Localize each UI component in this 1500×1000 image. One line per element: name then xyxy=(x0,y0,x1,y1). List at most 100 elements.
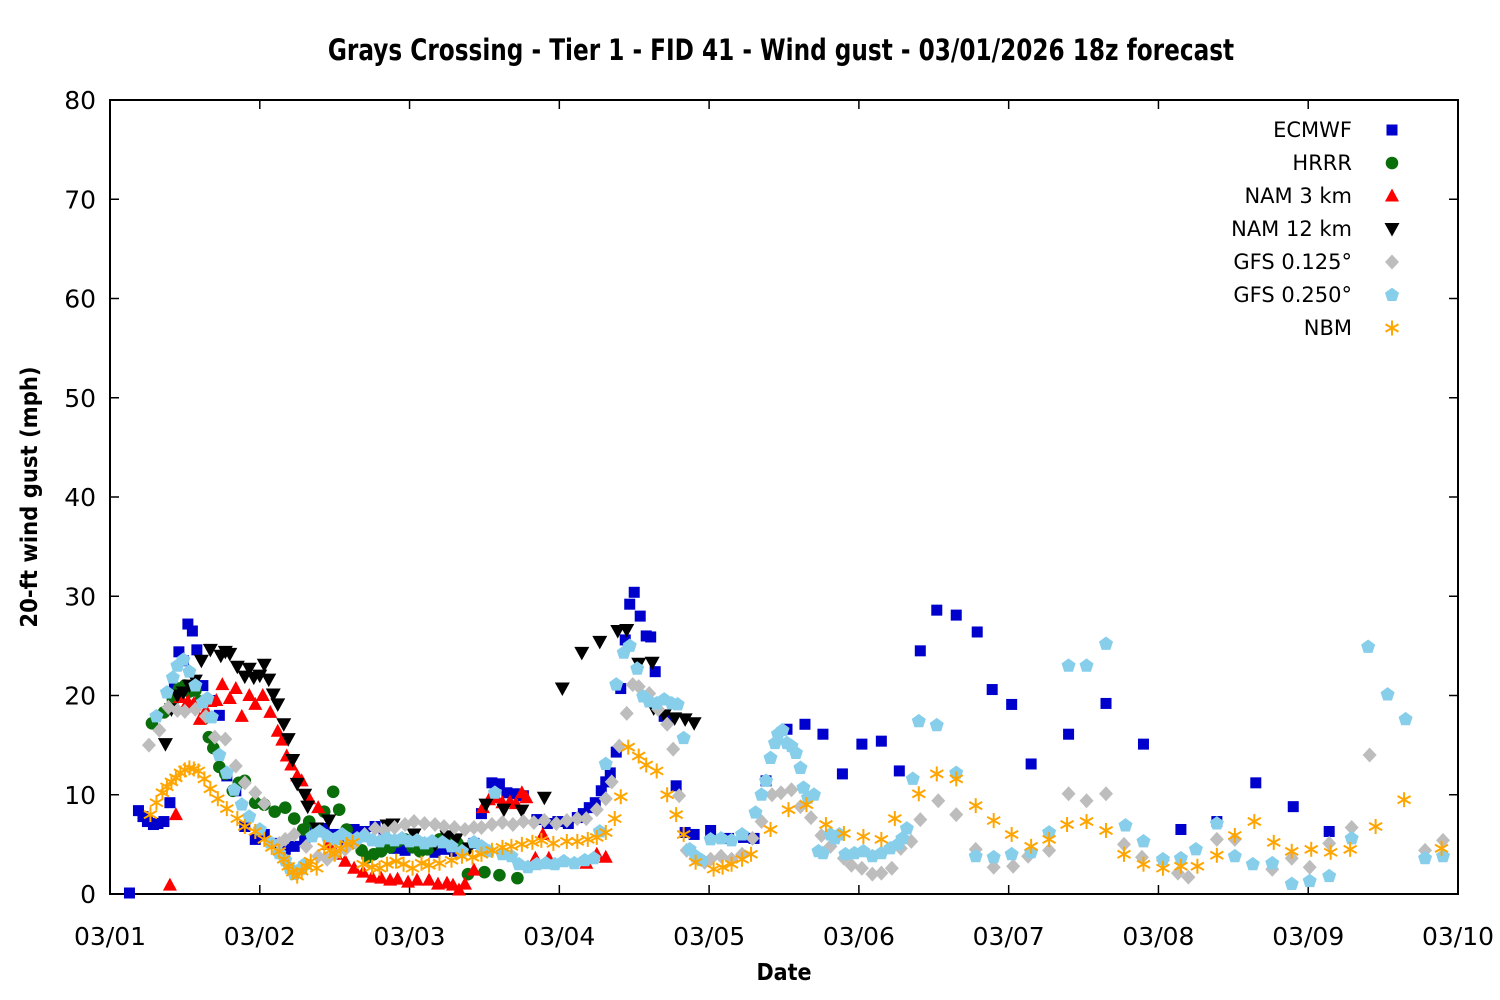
marker-diamond xyxy=(1436,832,1451,848)
marker-square xyxy=(299,833,311,845)
marker-asterisk xyxy=(598,824,613,840)
marker-circle xyxy=(268,805,282,818)
marker-triangle-up xyxy=(422,872,437,886)
legend-item-ecmwf: ECMWF xyxy=(1231,113,1412,146)
asterisk-spoke xyxy=(1368,821,1383,832)
marker-pentagon xyxy=(905,771,920,785)
marker-square xyxy=(164,797,176,809)
legend-marker-square-icon xyxy=(1386,124,1398,135)
marker-triangle-up xyxy=(248,696,263,710)
marker-pentagon xyxy=(724,833,739,847)
asterisk-spoke xyxy=(345,837,360,848)
asterisk-spoke xyxy=(210,794,225,804)
marker-asterisk xyxy=(621,739,636,755)
marker-pentagon xyxy=(504,848,519,863)
legend-label: ECMWF xyxy=(1273,117,1352,142)
marker-pentagon xyxy=(899,821,914,835)
marker-square xyxy=(664,712,676,724)
marker-diamond xyxy=(437,819,452,835)
asterisk-spoke xyxy=(763,824,778,835)
marker-pentagon xyxy=(622,638,637,652)
asterisk-spoke xyxy=(219,804,234,814)
marker-diamond xyxy=(152,722,167,738)
marker-diamond xyxy=(368,820,383,836)
marker-pentagon xyxy=(986,849,1001,864)
marker-diamond xyxy=(604,774,619,790)
marker-pentagon xyxy=(609,677,624,691)
marker-triangle-up xyxy=(168,807,183,821)
marker-square xyxy=(182,618,194,630)
asterisk-spoke xyxy=(356,859,371,869)
asterisk-spoke xyxy=(546,838,561,848)
asterisk-spoke xyxy=(191,766,206,776)
marker-diamond xyxy=(505,817,520,833)
marker-square xyxy=(604,767,616,779)
marker-diamond xyxy=(447,820,462,836)
asterisk-spoke xyxy=(257,834,272,845)
marker-triangle-up xyxy=(263,704,278,718)
marker-diamond xyxy=(466,820,481,836)
marker-pentagon xyxy=(1079,658,1094,672)
x-tick-label: 03/01 xyxy=(74,922,146,951)
marker-asterisk xyxy=(1385,320,1399,335)
marker-square xyxy=(1100,697,1112,709)
marker-asterisk xyxy=(649,763,664,779)
marker-pentagon xyxy=(815,845,830,860)
marker-triangle-up xyxy=(192,711,207,725)
asterisk-spoke xyxy=(197,774,212,784)
asterisk-spoke xyxy=(303,856,318,866)
marker-square xyxy=(1323,825,1335,837)
legend-marker-triangle-up-icon xyxy=(1385,188,1399,201)
asterisk-spoke xyxy=(911,789,926,799)
marker-pentagon xyxy=(763,750,778,765)
marker-diamond xyxy=(931,793,946,809)
marker-diamond xyxy=(559,813,574,829)
marker-pentagon xyxy=(788,745,804,760)
asterisk-spoke xyxy=(613,792,628,802)
marker-pentagon xyxy=(796,780,811,794)
marker-triangle-up xyxy=(457,876,472,890)
marker-asterisk xyxy=(715,859,730,875)
marker-triangle-up xyxy=(466,862,481,876)
asterisk-spoke xyxy=(818,819,833,830)
marker-asterisk xyxy=(559,833,574,849)
marker-diamond xyxy=(237,775,252,791)
marker-triangle-down xyxy=(1384,222,1400,236)
marker-square xyxy=(817,728,829,740)
marker-triangle-up xyxy=(234,708,249,722)
marker-asterisk xyxy=(1397,792,1412,808)
y-tick-label: 80 xyxy=(64,86,96,115)
asterisk-spoke xyxy=(389,856,404,866)
marker-triangle-down xyxy=(592,635,608,650)
legend-label: GFS 0.250° xyxy=(1233,282,1352,307)
marker-pentagon xyxy=(567,855,582,870)
marker-asterisk xyxy=(432,855,447,871)
x-tick-label: 03/06 xyxy=(823,922,895,951)
marker-asterisk xyxy=(1304,841,1319,857)
marker-triangle-up xyxy=(519,790,534,804)
marker-square xyxy=(493,778,505,790)
marker-diamond xyxy=(803,810,818,826)
marker-pentagon xyxy=(1245,856,1260,871)
asterisk-spoke xyxy=(272,846,287,856)
marker-triangle-down xyxy=(448,833,464,847)
asterisk-spoke xyxy=(1284,846,1299,856)
marker-triangle-down xyxy=(619,623,635,638)
marker-square xyxy=(628,586,640,598)
asterisk-spoke xyxy=(422,860,437,870)
marker-diamond xyxy=(1209,831,1224,847)
marker-triangle-down xyxy=(241,662,257,677)
marker-triangle-up xyxy=(275,732,290,746)
marker-pentagon xyxy=(188,678,203,692)
marker-square xyxy=(799,718,811,730)
marker-square xyxy=(191,644,203,656)
asterisk-spoke xyxy=(365,862,380,872)
marker-triangle-up xyxy=(338,853,353,867)
marker-pentagon xyxy=(748,805,763,819)
marker-asterisk xyxy=(546,835,561,851)
asterisk-spoke xyxy=(203,784,218,794)
asterisk-spoke xyxy=(1323,847,1338,857)
asterisk-spoke xyxy=(264,842,279,852)
marker-pentagon xyxy=(227,782,242,796)
asterisk-spoke xyxy=(504,841,519,851)
